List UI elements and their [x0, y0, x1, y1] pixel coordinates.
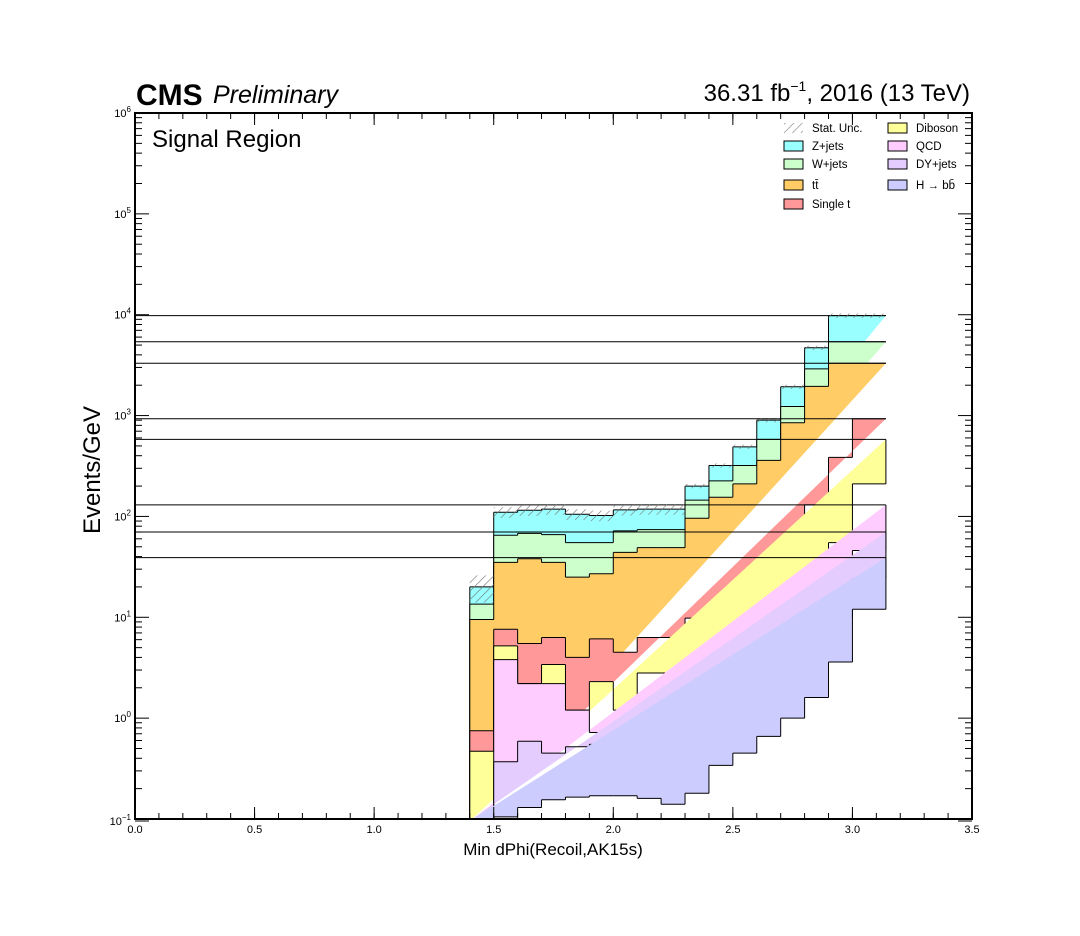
x-tick-label: 2.5 — [725, 824, 740, 836]
legend-swatch — [783, 179, 804, 191]
legend-label: Stat. Unc. — [812, 123, 863, 135]
legend-item-z-jets: Z+jets — [783, 140, 844, 153]
luminosity-label: 36.31 fb−1, 2016 (13 TeV) — [704, 78, 970, 107]
legend-swatch — [887, 140, 908, 152]
legend-swatch — [783, 140, 804, 152]
y-tick-label: 104 — [114, 307, 131, 322]
legend-label: DY+jets — [916, 159, 957, 171]
uncertainty-bin — [828, 313, 853, 318]
series-fill — [472, 557, 886, 819]
legend-label: H → bb̄ — [916, 179, 955, 192]
legend-item-tt: tt̄ — [783, 179, 819, 192]
legend-label: Single t — [812, 199, 851, 211]
plot-frame — [134, 112, 973, 820]
axis-ticks: 0.0 0.5 1.0 1.5 2.0 2.5 3.0 3.5 10−1 100 101 102 103… — [110, 105, 980, 836]
legend-label: W+jets — [812, 159, 848, 171]
legend-swatch — [783, 158, 804, 170]
x-tick-label: 0.0 — [127, 824, 142, 836]
uncertainty-bin — [685, 483, 709, 489]
uncertainty-bin — [541, 504, 566, 515]
legend-label: Diboson — [916, 123, 958, 135]
legend: Stat. Unc. Diboson Z+jets QCD W+jets DY+jets t… — [783, 122, 958, 211]
legend-swatch — [887, 122, 908, 134]
y-tick-label: 102 — [114, 508, 131, 523]
legend-item-diboson: Diboson — [887, 122, 958, 135]
uncertainty-bin — [852, 313, 886, 318]
stacked-histogram — [135, 315, 887, 819]
x-tick-label: 3.0 — [845, 824, 860, 836]
legend-swatch — [784, 123, 803, 133]
y-tick-label: 106 — [114, 105, 131, 120]
uncertainty-bin — [565, 509, 590, 520]
lumi-rest: , 2016 (13 TeV) — [806, 80, 970, 107]
legend-item-h-bb: H → bb̄ — [887, 179, 955, 192]
legend-label: tt̄ — [812, 180, 819, 192]
y-axis-label: Events/GeV — [79, 406, 106, 534]
series-h-bb — [135, 557, 887, 819]
x-tick-label: 2.0 — [606, 824, 621, 836]
y-tick-label: 10−1 — [110, 813, 132, 828]
uncertainty-bin — [708, 463, 733, 468]
legend-item-dy-jets: DY+jets — [887, 158, 957, 171]
x-tick-label: 3.5 — [964, 824, 979, 836]
y-tick-label: 103 — [114, 408, 131, 423]
series-fill — [472, 532, 886, 819]
legend-item-stat-unc: Stat. Unc. — [784, 123, 863, 135]
legend-swatch — [887, 179, 908, 191]
uncertainty-bin — [493, 507, 518, 518]
uncertainty-bin — [589, 510, 614, 522]
y-tick-label: 100 — [114, 710, 131, 725]
lumi-value: 36.31 fb — [704, 80, 791, 107]
uncertainty-bin — [780, 384, 805, 390]
uncertainty-bin — [756, 418, 781, 423]
uncertainty-bin — [732, 444, 757, 450]
lumi-exponent: −1 — [790, 78, 806, 94]
legend-swatch — [783, 198, 804, 210]
uncertainty-bin — [517, 505, 542, 516]
uncertainty-bin — [613, 504, 638, 516]
preliminary-label: Preliminary — [213, 81, 340, 109]
x-tick-label: 1.0 — [366, 824, 381, 836]
uncertainty-bin — [469, 575, 494, 603]
legend-label: QCD — [916, 141, 942, 153]
y-tick-label: 101 — [114, 609, 131, 624]
stat-uncertainty-band — [469, 313, 886, 603]
legend-swatch — [887, 158, 908, 170]
legend-item-single-t: Single t — [783, 198, 851, 211]
legend-label: Z+jets — [812, 141, 844, 153]
legend-item-qcd: QCD — [887, 140, 942, 153]
uncertainty-bin — [661, 504, 686, 515]
x-axis-label: Min dPhi(Recoil,AK15s) — [463, 840, 643, 859]
series-fill — [472, 504, 886, 819]
legend-item-w-jets: W+jets — [783, 158, 848, 171]
region-label: Signal Region — [152, 126, 301, 153]
x-tick-label: 0.5 — [247, 824, 262, 836]
cms-label: CMS — [136, 79, 203, 112]
uncertainty-bin — [637, 504, 662, 515]
x-tick-label: 1.5 — [486, 824, 501, 836]
y-tick-label: 105 — [114, 206, 131, 221]
uncertainty-bin — [804, 345, 829, 351]
